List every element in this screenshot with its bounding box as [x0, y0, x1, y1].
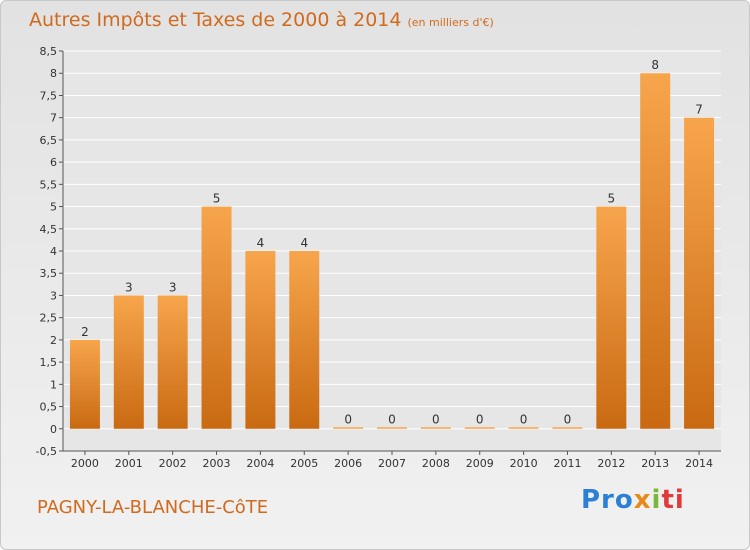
y-tick-label: 6 — [50, 156, 57, 169]
data-label: 0 — [388, 412, 396, 426]
y-tick-label: 1 — [50, 378, 57, 391]
bar — [157, 295, 188, 429]
bar — [640, 73, 671, 429]
y-tick-label: 7,5 — [40, 89, 58, 102]
y-tick-label: 3 — [50, 289, 57, 302]
bar — [420, 427, 451, 429]
y-tick-label: 4 — [50, 245, 57, 258]
x-tick-label: 2009 — [466, 457, 494, 470]
logo-part-1: Pro — [581, 485, 634, 515]
logo-part-3: i — [651, 485, 662, 515]
x-tick-label: 2012 — [597, 457, 625, 470]
y-tick-label: 0 — [50, 423, 57, 436]
bar — [69, 339, 100, 429]
data-label: 0 — [344, 412, 352, 426]
x-tick-label: 2004 — [246, 457, 274, 470]
logo-part-4: ti — [661, 485, 685, 515]
x-tick-label: 2007 — [378, 457, 406, 470]
data-label: 0 — [476, 412, 484, 426]
logo-part-2: x — [633, 485, 652, 515]
y-tick-label: 7 — [50, 112, 57, 125]
x-tick-label: 2001 — [115, 457, 143, 470]
y-tick-label: 5,5 — [40, 178, 58, 191]
x-tick-label: 2005 — [290, 457, 318, 470]
y-tick-label: -0,5 — [36, 445, 57, 458]
y-tick-label: 5 — [50, 201, 57, 214]
bar — [464, 427, 495, 429]
chart-title-text: Autres Impôts et Taxes de 2000 à 2014 — [29, 9, 402, 31]
data-label: 5 — [608, 192, 616, 206]
data-label: 2 — [81, 325, 89, 339]
place-name: PAGNY-LA-BLANCHE-CôTE — [37, 497, 269, 518]
bar — [552, 427, 583, 429]
y-tick-label: 8,5 — [40, 45, 58, 58]
data-label: 8 — [651, 58, 659, 72]
data-label: 4 — [257, 236, 265, 250]
bar — [245, 251, 276, 429]
y-tick-label: 3,5 — [40, 267, 58, 280]
x-tick-label: 2011 — [553, 457, 581, 470]
data-label: 3 — [125, 280, 133, 294]
proxiti-logo: Proxiti — [581, 485, 685, 515]
x-tick-label: 2003 — [203, 457, 231, 470]
data-label: 0 — [520, 412, 528, 426]
bar — [596, 206, 627, 429]
bar — [508, 427, 539, 429]
x-tick-label: 2000 — [71, 457, 99, 470]
bar — [289, 251, 320, 429]
x-tick-label: 2006 — [334, 457, 362, 470]
x-tick-label: 2002 — [159, 457, 187, 470]
x-tick-label: 2014 — [685, 457, 713, 470]
data-label: 3 — [169, 280, 177, 294]
data-label: 0 — [432, 412, 440, 426]
y-tick-label: 8 — [50, 67, 57, 80]
x-tick-label: 2013 — [641, 457, 669, 470]
x-tick-label: 2010 — [510, 457, 538, 470]
data-label: 4 — [300, 236, 308, 250]
y-tick-label: 0,5 — [40, 401, 58, 414]
y-tick-label: 2,5 — [40, 312, 58, 325]
data-label: 7 — [695, 103, 703, 117]
bar — [684, 117, 715, 429]
bar — [201, 206, 232, 429]
y-tick-label: 6,5 — [40, 134, 58, 147]
chart-subtitle: (en milliers d'€) — [407, 16, 494, 29]
bar — [113, 295, 144, 429]
data-label: 5 — [213, 192, 221, 206]
x-tick-label: 2008 — [422, 457, 450, 470]
y-tick-label: 2 — [50, 334, 57, 347]
bar — [333, 427, 364, 429]
data-label: 0 — [564, 412, 572, 426]
y-tick-label: 4,5 — [40, 223, 58, 236]
chart-title: Autres Impôts et Taxes de 2000 à 2014 (en… — [29, 9, 494, 31]
bar — [377, 427, 407, 429]
y-tick-label: 1,5 — [40, 356, 58, 369]
